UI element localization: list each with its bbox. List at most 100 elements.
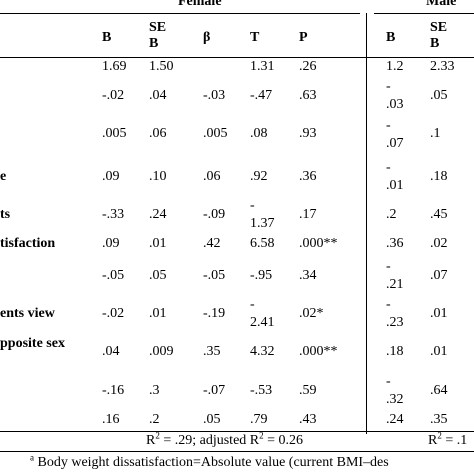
footnote-text: Body weight dissatisfaction=Absolute val…	[34, 455, 389, 470]
table-cell: -	[250, 198, 255, 213]
table-cell: .009	[149, 344, 174, 359]
table-cell: -	[250, 297, 255, 312]
table-cell: .01	[430, 306, 448, 321]
table-cell: -	[386, 297, 391, 312]
group-header-male: Male	[426, 0, 457, 9]
table-cell: .92	[250, 169, 268, 184]
table-cell: 2.41	[250, 315, 275, 330]
table-cell: .63	[299, 88, 317, 103]
r2-male-pre: R	[428, 433, 438, 448]
table-cell: .35	[203, 344, 221, 359]
table-cell: .26	[299, 59, 317, 74]
r2-female-post: = 0.26	[263, 433, 304, 448]
table-cell: 1.50	[149, 59, 174, 74]
table-cell: -.02	[102, 306, 125, 321]
table-cell: -.95	[250, 268, 273, 283]
row-label-dissatisfaction: tisfaction	[0, 236, 56, 251]
table-cell: .45	[430, 207, 448, 222]
table-cell: .02	[430, 236, 448, 251]
table-cell: 6.58	[250, 236, 275, 251]
table-cell: .36	[386, 236, 404, 251]
table-cell: .34	[299, 268, 317, 283]
r2-female-mid: = .29; adjusted R	[159, 433, 260, 448]
col-header-male-se: SE	[430, 20, 448, 35]
table-cell: .36	[299, 169, 317, 184]
table-cell: .64	[430, 383, 448, 398]
table-cell: .05	[430, 88, 448, 103]
table-cell: .3	[149, 383, 160, 398]
col-header-se: SE	[149, 20, 167, 35]
table-cell: .09	[102, 169, 120, 184]
table-cell: -.05	[203, 268, 226, 283]
r2-male-sup: 2	[437, 430, 442, 441]
footnote-marker: a	[30, 452, 34, 463]
table-cell: .01	[149, 236, 167, 251]
table-cell: .59	[299, 383, 317, 398]
row-label-self-esteem: e	[0, 169, 7, 184]
table-cell: -.07	[203, 383, 226, 398]
table-cell: 2.33	[430, 59, 455, 74]
table-cell: .07	[386, 136, 404, 151]
r2-female-pre: R	[146, 433, 156, 448]
table-cell: .24	[149, 207, 167, 222]
table-cell: .79	[250, 412, 268, 427]
table-cell: .10	[149, 169, 167, 184]
table-cell: .35	[430, 412, 448, 427]
table-cell: .04	[149, 88, 167, 103]
bottom-rule	[0, 451, 474, 452]
body-rule	[0, 431, 474, 432]
table-cell: .01	[386, 178, 404, 193]
row-label-parents-view: ents view	[0, 306, 55, 321]
column-separator	[366, 13, 367, 57]
table-cell: .05	[203, 412, 221, 427]
group-header-female: Female	[178, 0, 222, 9]
table-cell: -.47	[250, 88, 273, 103]
r2-male: R2 = .1	[428, 430, 468, 449]
table-cell: .01	[149, 306, 167, 321]
table-cell: .06	[149, 126, 167, 141]
table-cell: .43	[299, 412, 317, 427]
r2-female-sup2: 2	[259, 430, 264, 441]
top-rule	[0, 13, 360, 14]
table-cell: .93	[299, 126, 317, 141]
table-cell: -.03	[203, 88, 226, 103]
table-cell: .2	[149, 412, 160, 427]
table-cell: .17	[299, 207, 317, 222]
table-cell: .02*	[299, 306, 324, 321]
col-header-beta: β	[203, 30, 211, 45]
row-label-opposite-sex: pposite sex	[0, 336, 65, 351]
table-cell: 1.2	[386, 59, 404, 74]
table-cell: .18	[386, 344, 404, 359]
table-cell: .04	[102, 344, 120, 359]
table-cell: .2	[386, 207, 397, 222]
table-cell: .08	[250, 126, 268, 141]
table-cell: .42	[203, 236, 221, 251]
table-cell: 4.32	[250, 344, 275, 359]
table-cell: .005	[203, 126, 228, 141]
table-cell: .24	[386, 412, 404, 427]
table-cell: .000**	[299, 344, 338, 359]
table-cell: 1.31	[250, 59, 275, 74]
footnote: a Body weight dissatisfaction=Absolute v…	[30, 452, 389, 471]
table-cell: -	[386, 374, 391, 389]
table-cell: -	[386, 160, 391, 175]
col-header-male-se-b: B	[430, 36, 440, 51]
table-cell: -.53	[250, 383, 273, 398]
table-cell: .005	[102, 126, 127, 141]
column-separator-lower	[366, 57, 367, 434]
table-cell: -.05	[102, 268, 125, 283]
col-header-t: T	[250, 30, 260, 45]
table-cell: 1.69	[102, 59, 127, 74]
table-cell: -.02	[102, 88, 125, 103]
r2-male-post: = .1	[441, 433, 468, 448]
table-cell: .32	[386, 392, 404, 407]
table-cell: .16	[102, 412, 120, 427]
table-cell: -.09	[203, 207, 226, 222]
table-cell: .03	[386, 97, 404, 112]
table-cell: -.16	[102, 383, 125, 398]
r2-female-sup: 2	[155, 430, 160, 441]
row-label-parents: ts	[0, 207, 11, 222]
table-cell: -	[386, 259, 391, 274]
table-cell: -	[386, 79, 391, 94]
table-cell: .09	[102, 236, 120, 251]
